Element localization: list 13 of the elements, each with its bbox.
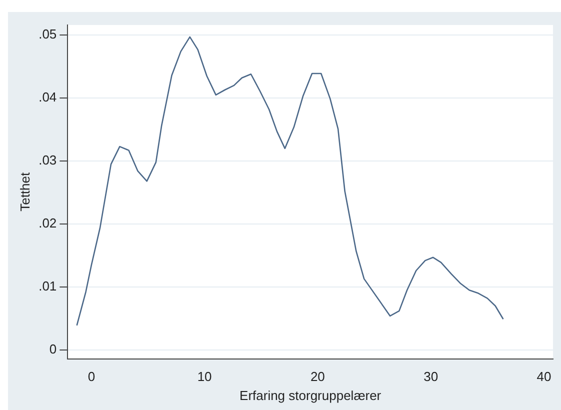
x-tick-label: 10 [197, 369, 212, 384]
y-tick-label: 0 [49, 342, 57, 357]
x-tick-label: 0 [88, 369, 96, 384]
y-tick-label: .03 [38, 152, 57, 168]
y-tick-label: .02 [38, 216, 57, 231]
x-tick-label: 20 [310, 369, 325, 384]
y-tick-label: .05 [38, 26, 57, 42]
y-tick-label: .04 [38, 90, 57, 105]
x-axis-title: Erfaring storgruppelærer [240, 388, 382, 403]
x-tick-label: 30 [424, 369, 438, 384]
y-axis-title: Tetthet [17, 172, 32, 212]
x-tick-label: 40 [536, 369, 552, 384]
y-tick-label: .01 [38, 278, 57, 294]
